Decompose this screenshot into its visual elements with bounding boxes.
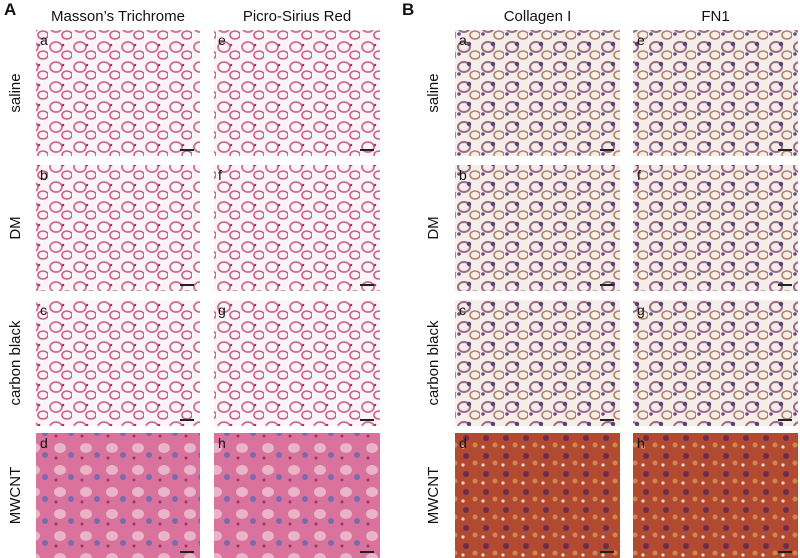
micrograph: [633, 165, 798, 291]
micrograph: [36, 433, 200, 558]
panel-label: B: [402, 0, 414, 19]
scale-bar: [360, 284, 374, 286]
tile-letter: h: [218, 435, 226, 451]
tile-letter: g: [637, 302, 645, 318]
column-title: Masson’s Trichrome: [51, 8, 185, 25]
scale-bar: [600, 149, 614, 151]
row-label: carbon black: [7, 320, 24, 406]
scale-bar: [360, 419, 374, 421]
micrograph: [36, 30, 200, 156]
scale-bar: [778, 284, 792, 286]
micrograph: [633, 30, 798, 156]
tile-letter: g: [218, 302, 226, 318]
scale-bar: [360, 149, 374, 151]
scale-bar: [360, 551, 374, 553]
micrograph: [214, 165, 380, 291]
tile-letter: e: [218, 32, 226, 48]
micrograph: [455, 30, 620, 156]
tile-letter: f: [218, 167, 222, 183]
scale-bar: [778, 419, 792, 421]
column-title: Picro-Sirius Red: [243, 8, 351, 25]
micrograph: [214, 30, 380, 156]
tile-letter: c: [459, 302, 466, 318]
scale-bar: [778, 149, 792, 151]
micrograph: [36, 165, 200, 291]
tile-letter: d: [459, 435, 467, 451]
tile-letter: b: [40, 167, 48, 183]
micrograph: [455, 165, 620, 291]
tile-letter: e: [637, 32, 645, 48]
scale-bar: [180, 149, 194, 151]
row-label: DM: [7, 216, 24, 239]
micrograph: [214, 300, 380, 426]
tile-letter: a: [40, 32, 48, 48]
tile-letter: d: [40, 435, 48, 451]
micrograph: [633, 300, 798, 426]
tile-letter: h: [637, 435, 645, 451]
panel-label: A: [4, 0, 16, 19]
tile-letter: c: [40, 302, 47, 318]
scale-bar: [180, 551, 194, 553]
scale-bar: [600, 284, 614, 286]
tile-letter: b: [459, 167, 467, 183]
row-label: saline: [425, 73, 442, 112]
row-label: DM: [425, 216, 442, 239]
row-label: carbon black: [425, 320, 442, 406]
row-label: MWCNT: [425, 467, 442, 524]
scale-bar: [180, 284, 194, 286]
row-label: MWCNT: [7, 467, 24, 524]
scale-bar: [778, 551, 792, 553]
scale-bar: [600, 551, 614, 553]
column-title: Collagen I: [504, 8, 572, 25]
micrograph: [455, 433, 620, 558]
column-title: FN1: [701, 8, 729, 25]
micrograph: [455, 300, 620, 426]
scale-bar: [600, 419, 614, 421]
micrograph: [633, 433, 798, 558]
row-label: saline: [7, 73, 24, 112]
scale-bar: [180, 419, 194, 421]
micrograph: [36, 300, 200, 426]
tile-letter: a: [459, 32, 467, 48]
tile-letter: f: [637, 167, 641, 183]
micrograph: [214, 433, 380, 558]
